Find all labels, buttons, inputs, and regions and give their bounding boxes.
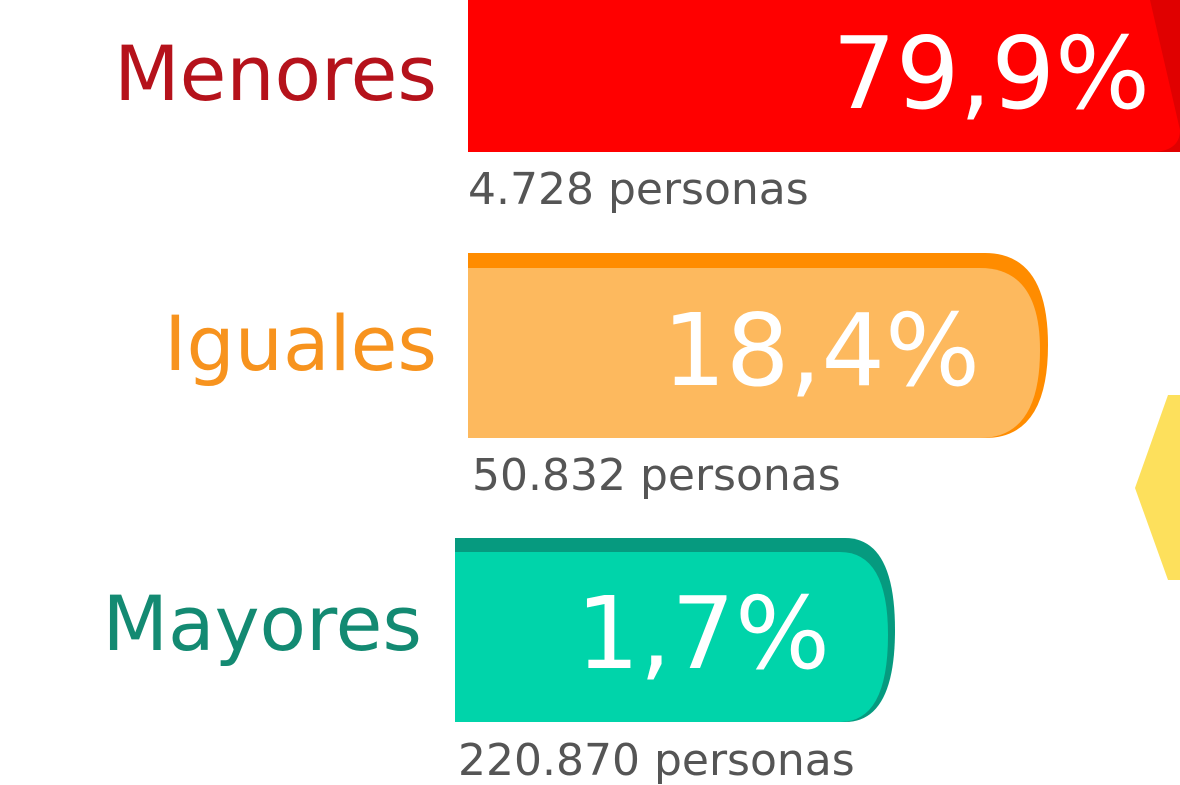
row: Menores 79,9% 4.728 personas [114, 0, 1180, 215]
bar [455, 552, 888, 722]
decoration [1135, 395, 1180, 580]
percent: 79,9% [832, 15, 1150, 132]
people: 4.728 personas [468, 164, 809, 215]
row: Iguales 18,4% 50.832 personas [164, 253, 1048, 501]
bar-edge [1150, 0, 1180, 152]
row-label: Mayores [102, 579, 422, 668]
people: 50.832 personas [472, 450, 841, 501]
bar [468, 268, 1040, 438]
percent: 18,4% [662, 292, 980, 409]
row-label: Menores [114, 29, 437, 118]
percent: 1,7% [576, 575, 830, 692]
people: 220.870 personas [458, 735, 855, 785]
row: Mayores 1,7% 220.870 personas [102, 538, 895, 785]
bar [468, 0, 1180, 152]
row-label: Iguales [164, 299, 437, 388]
